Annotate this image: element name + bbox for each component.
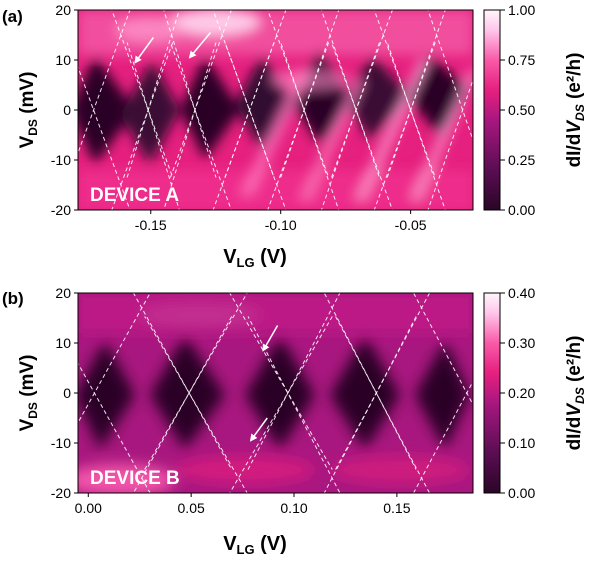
colorbar-label-a: dI/dVDS (e²/h) <box>564 53 587 168</box>
colorbar-b <box>483 292 501 494</box>
diamond-edges-b <box>78 293 473 493</box>
y-axis-label-a: VDS (mV) <box>17 72 40 149</box>
arrow <box>188 32 212 59</box>
arrows-b <box>249 325 279 442</box>
x-ticks-a: -0.15 -0.10 -0.05 <box>135 210 427 233</box>
panel-label-b: (b) <box>2 289 24 308</box>
colorbar-ticks-a: 1.00 0.75 0.50 0.25 0.00 <box>500 2 535 218</box>
diamond-edge <box>320 10 380 178</box>
x-tick-label: 0.05 <box>178 500 205 516</box>
diamond-edge <box>163 42 217 210</box>
colorbar-tick-label: 0.00 <box>508 202 535 218</box>
colorbar-tick-label: 1.00 <box>508 2 535 18</box>
diamond-edge <box>78 362 151 493</box>
x-tick-label: 0.15 <box>383 500 410 516</box>
colorbar-tick-label: 0.50 <box>508 102 535 118</box>
diamond-edge <box>373 42 436 210</box>
colorbar-label-b: dI/dVDS (e²/h) <box>564 336 587 451</box>
y-tick-label: -10 <box>51 435 71 451</box>
diamond-edge <box>111 42 174 210</box>
x-ticks-b: 0.00 0.05 0.10 0.15 <box>75 493 411 516</box>
x-tick-label: 0.00 <box>75 500 102 516</box>
y-tick-label: -20 <box>51 485 71 501</box>
colorbar-a <box>483 9 501 211</box>
diamond-edge <box>280 10 340 178</box>
y-ticks-a: 20 10 0 -10 -20 <box>51 2 78 218</box>
colorbar-tick-label: 0.25 <box>508 152 535 168</box>
x-tick-label: -0.15 <box>135 217 167 233</box>
y-tick-label: 0 <box>63 385 71 401</box>
diamond-edge <box>169 10 232 178</box>
colorbar-tick-label: 0.00 <box>508 485 535 501</box>
y-tick-label: -20 <box>51 202 71 218</box>
x-tick-label: 0.10 <box>280 500 307 516</box>
colorbar-tick-label: 0.20 <box>508 385 535 401</box>
x-tick-label: -0.05 <box>395 217 427 233</box>
x-axis-label-a: VLG (V) <box>223 246 287 270</box>
diamond-edge <box>247 293 341 470</box>
diamond-edge <box>144 293 248 470</box>
colorbar-tick-label: 0.30 <box>508 335 535 351</box>
diamond-edge <box>386 10 446 178</box>
y-tick-label: 10 <box>55 335 71 351</box>
panel-b: (b) 20 10 0 -10 -20 0.00 0.05 0.10 0.15 DEVICE … <box>2 285 587 557</box>
colorbar-ticks-b: 0.40 0.30 0.20 0.10 0.00 <box>500 285 535 501</box>
heatmap-a <box>78 10 473 210</box>
y-ticks-b: 20 10 0 -10 -20 <box>51 285 78 501</box>
diamond-edge <box>78 10 131 155</box>
diamond-edge <box>163 10 217 178</box>
diamond-edges-a <box>78 10 473 210</box>
diamond-edge <box>126 42 180 210</box>
x-axis-label-b: VLG (V) <box>223 533 287 557</box>
arrow <box>249 417 268 442</box>
y-tick-label: -10 <box>51 152 71 168</box>
diamond-edge <box>323 293 417 470</box>
annotation-device-b: DEVICE B <box>90 468 180 489</box>
diamond-edge <box>267 42 330 210</box>
panel-a: (a) <box>2 2 587 270</box>
y-axis-label-b: VDS (mV) <box>17 355 40 432</box>
arrows-a <box>134 32 212 64</box>
diamond-edge <box>224 10 287 178</box>
colorbar-tick-label: 0.10 <box>508 435 535 451</box>
annotation-device-a: DEVICE A <box>90 185 179 206</box>
y-tick-label: 10 <box>55 52 71 68</box>
colorbar-tick-label: 0.40 <box>508 285 535 301</box>
diamond-edge <box>132 293 233 470</box>
x-tick-label: -0.10 <box>265 217 297 233</box>
diamond-edge <box>335 293 431 470</box>
panel-label-a: (a) <box>2 7 23 26</box>
y-tick-label: 20 <box>55 2 71 18</box>
diamond-edge <box>331 10 393 178</box>
diamond-edge <box>126 10 180 178</box>
diamond-edge <box>132 316 233 493</box>
diamond-edge <box>229 316 333 493</box>
heatmap-b <box>78 293 473 493</box>
diamond-edge <box>78 293 151 424</box>
y-tick-label: 0 <box>63 102 71 118</box>
diamond-edge <box>247 316 341 493</box>
diamond-edge <box>280 42 340 210</box>
y-tick-label: 20 <box>55 285 71 301</box>
arrow <box>134 37 154 64</box>
diamond-edge <box>386 42 446 210</box>
diamond-edge <box>335 316 431 493</box>
colorbar-tick-label: 0.75 <box>508 52 535 68</box>
arrow <box>262 325 279 352</box>
diamond-edge <box>413 293 473 406</box>
diamond-edge <box>320 42 380 210</box>
diamond-edge <box>413 380 473 493</box>
